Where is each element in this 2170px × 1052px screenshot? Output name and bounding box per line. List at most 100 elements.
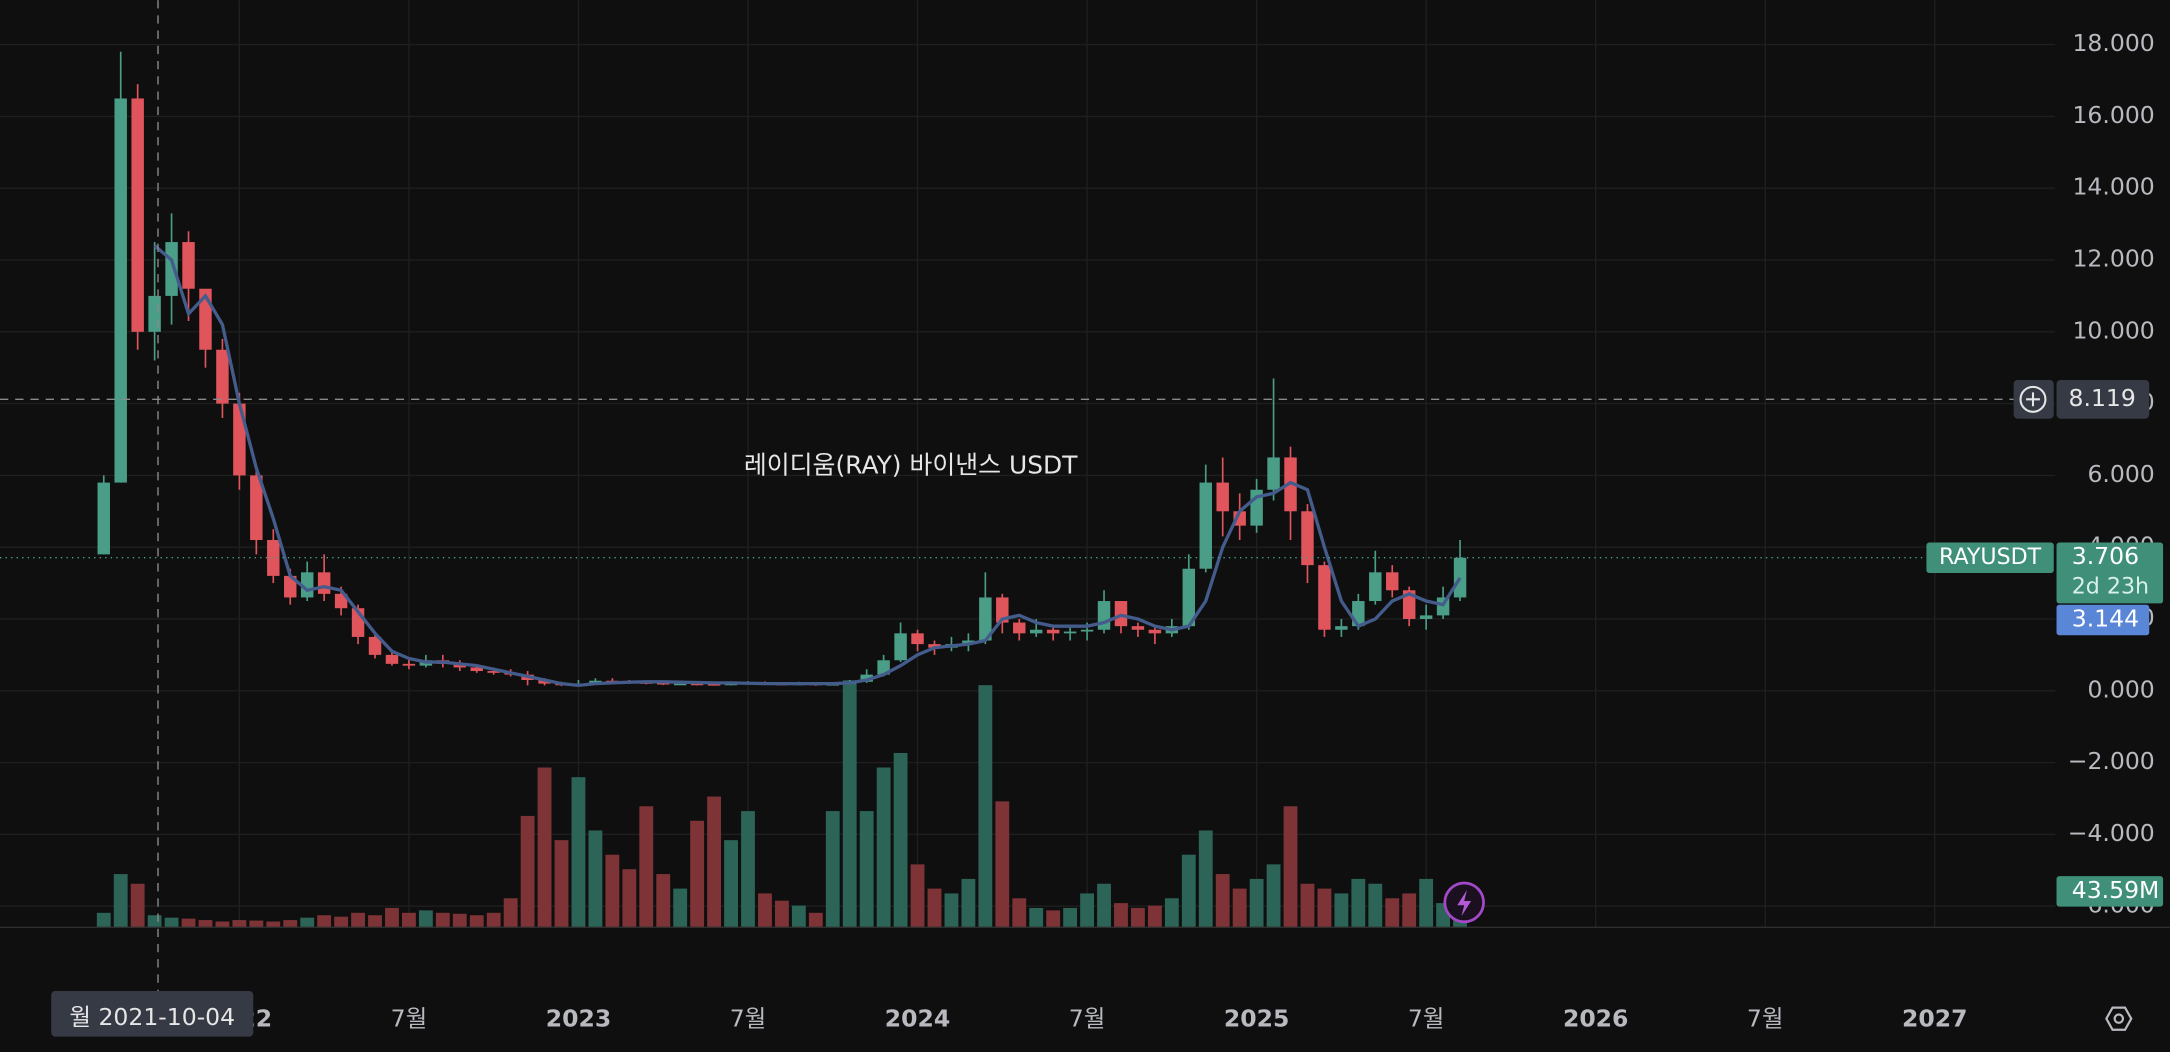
volume-bar [1029,907,1044,928]
volume-bar [1114,903,1128,928]
x-tick-label: 2025 [1224,1005,1289,1033]
volume-bar [1368,883,1383,928]
candle-body [250,475,263,541]
candle-body [894,633,907,661]
volume-bar [944,893,959,928]
volume-bar [147,915,162,928]
candle-body [182,242,195,289]
y-tick-label: 16.000 [2072,101,2154,129]
crosshair-date: 월 2021-10-04 [69,1003,235,1031]
crosshair-price-box [2056,379,2150,419]
candle-body [114,98,127,483]
add-icon-plus [2026,392,2040,407]
last-price: 3.706 [2072,542,2139,570]
candle-body [1402,590,1416,619]
candle-body [267,540,280,576]
x-tick-label: 2026 [1563,1005,1628,1033]
volume-bar [232,920,247,928]
volume-bar [961,878,976,928]
symbol-label: RAYUSDT [1939,544,2042,570]
candle-body [216,349,229,404]
candle-body [368,636,382,655]
volume-bar [927,888,942,928]
volume-bar [283,920,298,928]
volume-bar [1097,883,1111,928]
volume-bar [486,912,501,928]
volume-bar [1046,910,1061,928]
volume-bar [622,869,637,928]
volume-bar [1266,864,1281,928]
volume-bar [859,811,874,928]
last-price-box [2056,542,2164,604]
candle-body [1114,601,1128,627]
volume-bar [130,883,145,928]
candle-body [1419,615,1433,619]
candle-body [131,98,144,332]
candle-body [979,597,992,641]
candle-body [860,674,873,682]
volume-bar [402,912,416,928]
y-tick-label: 6.000 [2087,460,2154,488]
settings-icon[interactable] [2105,1006,2133,1031]
volume-bar [808,912,823,928]
volume-bar [825,811,840,928]
volume-bar [1164,898,1179,928]
countdown: 2d 23h [2072,573,2149,599]
x-tick-label: 7월 [1747,1005,1784,1033]
volume-value: 43.59M [2072,876,2160,904]
candle-body [1080,629,1094,632]
volume-bar [741,811,755,928]
volume-bar [96,912,111,928]
volume-bar [469,915,484,928]
volume-bar [978,685,993,928]
volume-bar [707,796,722,928]
volume-bar [1419,878,1434,928]
x-tick-label: 7월 [391,1005,428,1033]
candle-body [911,633,924,645]
candle-body [317,572,331,594]
volume-bar [1283,806,1298,928]
volume-bar [791,905,806,928]
candle-body [1013,622,1026,634]
candle-body [673,683,687,686]
volume-bar [995,801,1010,928]
volume-bar [554,840,569,928]
volume-bar [537,767,552,928]
volume-bar [1147,905,1162,928]
candle-body [1386,572,1399,591]
candle-body [1453,557,1467,598]
y-tick-label: −2.000 [2068,747,2155,775]
candle-body [996,597,1009,623]
volume-bar [317,915,332,928]
volume-bar [1351,878,1366,928]
volume-bar [113,874,128,928]
volume-bar [249,920,264,928]
y-tick-label: −4.000 [2068,819,2155,847]
settings-icon-center [2113,1013,2125,1024]
volume-bar [418,910,433,928]
volume-bar [724,840,738,928]
x-tick-label: 7월 [730,1005,767,1033]
candle-body [1267,457,1280,490]
volume-bar [910,864,925,928]
volume-bar [181,918,196,928]
crosshair-price: 8.119 [2069,384,2136,412]
volume-bar [876,767,891,928]
x-tick-label: 2027 [1902,1005,1967,1033]
volume-bar [690,820,705,928]
moving-average-line [153,244,1462,688]
candle-body [1148,629,1162,634]
candle-body [385,654,399,664]
y-tick-label: 10.000 [2072,316,2154,344]
volume-bar [266,921,281,928]
candle-body [487,671,500,673]
y-tick-label: 14.000 [2072,173,2154,201]
candle-body [1216,482,1229,512]
candle-body [1029,629,1043,634]
volume-bar [571,777,586,928]
volume-bar [1181,854,1196,928]
volume-bar [639,806,654,928]
volume-bar [1198,830,1213,928]
volume-bar [334,916,349,928]
